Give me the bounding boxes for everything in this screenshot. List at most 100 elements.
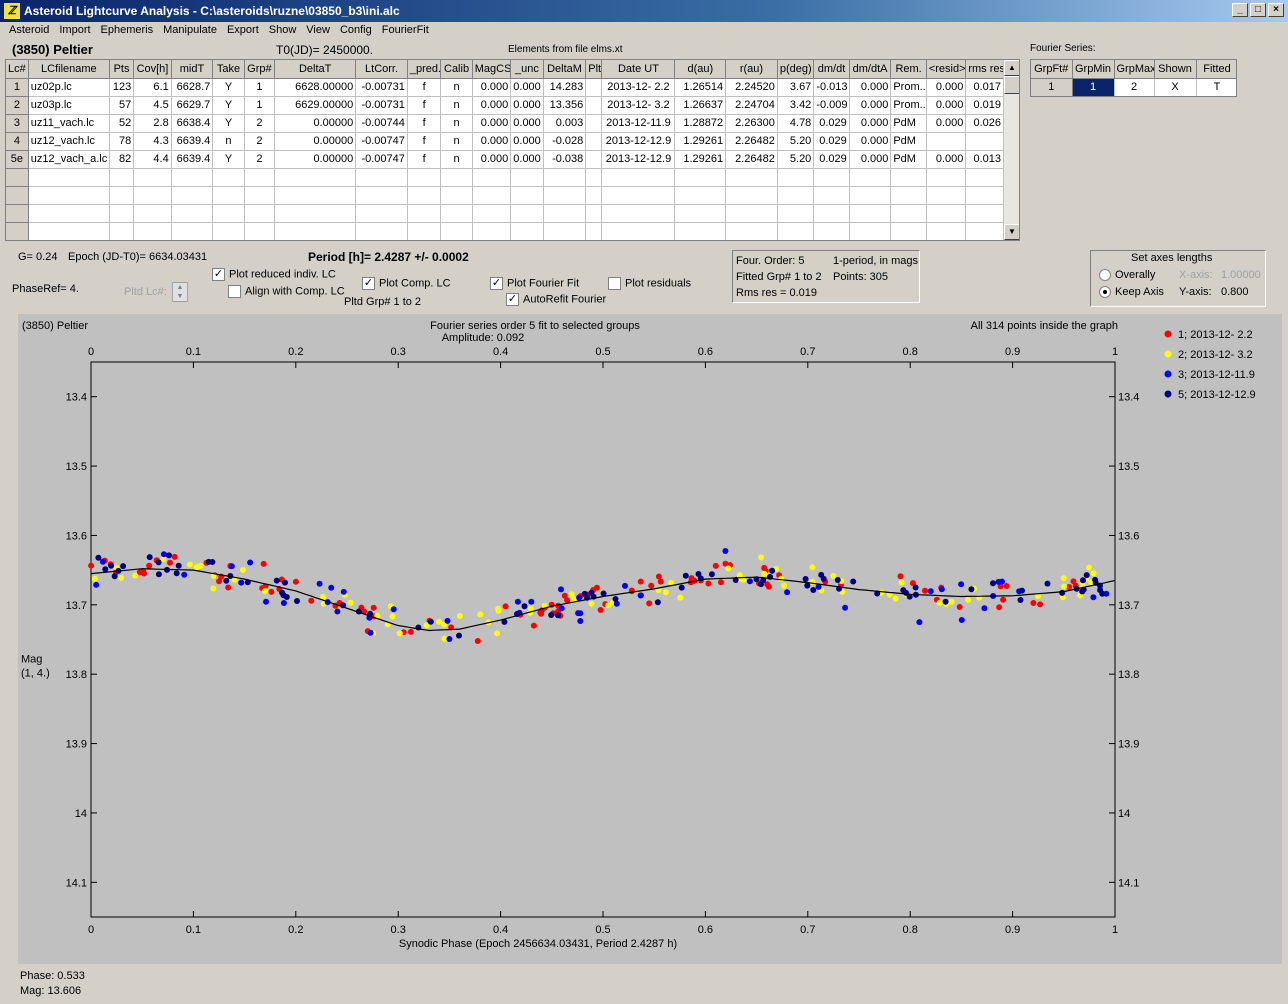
table-row[interactable] bbox=[6, 186, 1004, 205]
lc-col-header[interactable]: Rem. bbox=[890, 60, 927, 79]
table-cell[interactable] bbox=[965, 168, 1004, 187]
table-cell[interactable]: 0.000 bbox=[926, 114, 967, 133]
table-cell[interactable] bbox=[355, 204, 408, 223]
close-button[interactable]: × bbox=[1268, 3, 1284, 17]
table-cell[interactable] bbox=[813, 168, 850, 187]
table-cell[interactable]: 0.000 bbox=[472, 114, 512, 133]
table-cell[interactable]: 6629.00000 bbox=[274, 96, 357, 115]
spin-up-icon[interactable]: ▲ bbox=[176, 284, 184, 291]
table-cell[interactable] bbox=[849, 168, 892, 187]
table-cell[interactable]: 0.000 bbox=[472, 132, 512, 151]
table-cell[interactable] bbox=[601, 168, 676, 187]
table-cell[interactable]: -0.00744 bbox=[355, 114, 408, 133]
plot-fourier-checkbox[interactable]: ✓ Plot Fourier Fit bbox=[490, 277, 580, 290]
table-cell[interactable] bbox=[510, 186, 544, 205]
table-cell[interactable]: 4.4 bbox=[133, 150, 172, 169]
autorefit-checkbox[interactable]: ✓ AutoRefit Fourier bbox=[506, 293, 607, 306]
table-cell[interactable] bbox=[212, 168, 245, 187]
table-cell[interactable] bbox=[133, 186, 172, 205]
table-cell[interactable]: PdM bbox=[890, 150, 927, 169]
row-header[interactable]: 2 bbox=[6, 96, 29, 115]
table-cell[interactable]: 0.000 bbox=[849, 114, 892, 133]
table-cell[interactable]: 2013-12-12.9 bbox=[601, 150, 676, 169]
table-cell[interactable]: Y bbox=[212, 114, 245, 133]
table-cell[interactable] bbox=[109, 204, 135, 223]
table-cell[interactable]: 1.29261 bbox=[674, 132, 727, 151]
table-cell[interactable] bbox=[601, 204, 676, 223]
table-cell[interactable] bbox=[674, 168, 727, 187]
table-cell[interactable]: 0.000 bbox=[510, 150, 544, 169]
table-row[interactable]: 2 uz03p.lc 57 4.5 6629.7 Y 1 6629.00000 -0.00731… bbox=[6, 96, 1004, 115]
table-cell[interactable] bbox=[849, 186, 892, 205]
table-row[interactable]: 1 uz02p.lc 123 6.1 6628.7 Y 1 6628.00000 -0.0073… bbox=[6, 78, 1004, 97]
table-row[interactable]: 5e uz12_vach_a.lc 82 4.4 6639.4 Y 2 0.00000 -0.0… bbox=[6, 150, 1004, 169]
table-cell[interactable]: Y bbox=[212, 78, 245, 97]
table-cell[interactable]: 0.026 bbox=[965, 114, 1004, 133]
row-header[interactable] bbox=[6, 222, 29, 240]
table-cell[interactable]: 0.029 bbox=[813, 150, 850, 169]
table-cell[interactable] bbox=[965, 186, 1004, 205]
table-cell[interactable] bbox=[440, 204, 473, 223]
menu-config[interactable]: Config bbox=[339, 24, 372, 36]
lc-col-header[interactable]: Calib bbox=[440, 60, 473, 79]
table-cell[interactable] bbox=[244, 222, 276, 240]
table-cell[interactable]: 14.283 bbox=[543, 78, 587, 97]
table-cell[interactable]: 2 bbox=[244, 150, 276, 169]
table-cell[interactable]: -0.038 bbox=[543, 150, 587, 169]
table-cell[interactable] bbox=[440, 186, 473, 205]
table-cell[interactable]: 0.000 bbox=[926, 78, 967, 97]
table-cell[interactable]: uz11_vach.lc bbox=[28, 114, 110, 133]
table-cell[interactable] bbox=[890, 222, 927, 240]
table-cell[interactable]: uz12_vach.lc bbox=[28, 132, 110, 151]
table-cell[interactable]: 6629.7 bbox=[171, 96, 214, 115]
table-cell[interactable] bbox=[813, 204, 850, 223]
table-cell[interactable]: 82 bbox=[109, 150, 135, 169]
table-cell[interactable]: uz03p.lc bbox=[28, 96, 110, 115]
lc-col-header[interactable]: Cov[h] bbox=[133, 60, 172, 79]
menu-import[interactable]: Import bbox=[59, 24, 91, 36]
table-cell[interactable] bbox=[725, 204, 778, 223]
table-cell[interactable] bbox=[926, 204, 967, 223]
table-cell[interactable] bbox=[28, 204, 110, 223]
table-cell[interactable] bbox=[109, 186, 135, 205]
spin-down-icon[interactable]: ▼ bbox=[176, 293, 184, 300]
table-cell[interactable] bbox=[585, 96, 603, 115]
table-cell[interactable]: 0.000 bbox=[510, 78, 544, 97]
table-cell[interactable] bbox=[244, 168, 276, 187]
table-cell[interactable] bbox=[813, 186, 850, 205]
table-cell[interactable] bbox=[355, 186, 408, 205]
table-cell[interactable] bbox=[171, 222, 214, 240]
table-cell[interactable]: Prom... bbox=[890, 78, 927, 97]
lc-table-scrollbar[interactable]: ▲ ▼ bbox=[1003, 60, 1019, 240]
table-row[interactable] bbox=[6, 168, 1004, 187]
fourier-col-header[interactable]: Fitted bbox=[1196, 60, 1236, 79]
table-cell[interactable] bbox=[777, 168, 815, 187]
table-cell[interactable]: 2 bbox=[1114, 78, 1155, 96]
keep-axis-radio[interactable]: Keep Axis bbox=[1099, 286, 1164, 299]
table-cell[interactable]: PdM bbox=[890, 114, 927, 133]
table-cell[interactable]: 123 bbox=[109, 78, 135, 97]
table-cell[interactable] bbox=[543, 168, 587, 187]
table-cell[interactable] bbox=[674, 186, 727, 205]
table-cell[interactable]: -0.00731 bbox=[355, 96, 408, 115]
table-cell[interactable]: 13.356 bbox=[543, 96, 587, 115]
lc-col-header[interactable]: dm/dt bbox=[813, 60, 850, 79]
table-cell[interactable] bbox=[965, 222, 1004, 240]
fourier-col-header[interactable]: GrpMin bbox=[1072, 60, 1115, 79]
table-row[interactable]: 4 uz12_vach.lc 78 4.3 6639.4 n 2 0.00000 -0.0074… bbox=[6, 132, 1004, 151]
table-cell[interactable]: 0.000 bbox=[926, 96, 967, 115]
table-cell[interactable]: 1.28872 bbox=[674, 114, 727, 133]
table-cell[interactable]: 1.26514 bbox=[674, 78, 727, 97]
table-cell[interactable]: Y bbox=[212, 150, 245, 169]
table-cell[interactable]: 0.000 bbox=[510, 114, 544, 133]
table-cell[interactable]: 0.000 bbox=[510, 96, 544, 115]
table-cell[interactable]: 0.003 bbox=[543, 114, 587, 133]
lc-col-header[interactable]: DeltaM bbox=[543, 60, 587, 79]
table-cell[interactable]: n bbox=[440, 78, 473, 97]
minimize-button[interactable]: _ bbox=[1232, 3, 1248, 17]
scroll-down-icon[interactable]: ▼ bbox=[1004, 224, 1019, 240]
table-cell[interactable] bbox=[472, 222, 512, 240]
table-cell[interactable] bbox=[274, 186, 357, 205]
table-cell[interactable]: 1 bbox=[1031, 78, 1073, 96]
